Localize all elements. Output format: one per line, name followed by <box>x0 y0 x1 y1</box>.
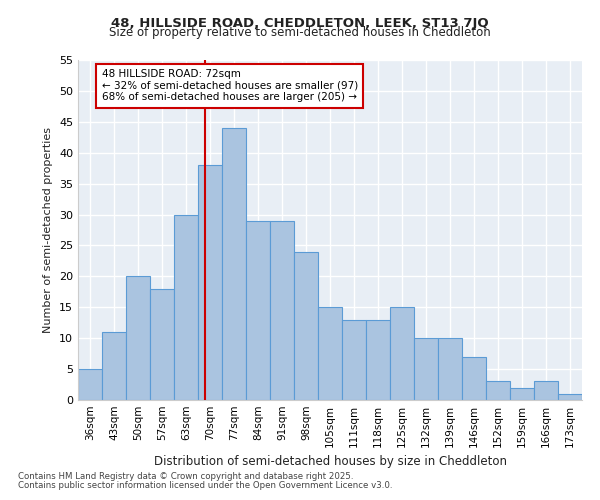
Bar <box>198 165 222 400</box>
Bar <box>150 288 174 400</box>
Bar <box>126 276 150 400</box>
X-axis label: Distribution of semi-detached houses by size in Cheddleton: Distribution of semi-detached houses by … <box>154 456 506 468</box>
Bar <box>486 382 510 400</box>
Y-axis label: Number of semi-detached properties: Number of semi-detached properties <box>43 127 53 333</box>
Bar <box>78 369 102 400</box>
Bar <box>390 308 414 400</box>
Bar <box>558 394 582 400</box>
Bar <box>534 382 558 400</box>
Bar <box>366 320 390 400</box>
Bar <box>462 356 486 400</box>
Text: Contains HM Land Registry data © Crown copyright and database right 2025.: Contains HM Land Registry data © Crown c… <box>18 472 353 481</box>
Text: Size of property relative to semi-detached houses in Cheddleton: Size of property relative to semi-detach… <box>109 26 491 39</box>
Bar <box>294 252 318 400</box>
Bar <box>102 332 126 400</box>
Bar <box>222 128 246 400</box>
Bar <box>270 220 294 400</box>
Bar <box>318 308 342 400</box>
Bar <box>510 388 534 400</box>
Bar <box>246 220 270 400</box>
Bar <box>414 338 438 400</box>
Text: Contains public sector information licensed under the Open Government Licence v3: Contains public sector information licen… <box>18 481 392 490</box>
Bar <box>174 214 198 400</box>
Text: 48, HILLSIDE ROAD, CHEDDLETON, LEEK, ST13 7JQ: 48, HILLSIDE ROAD, CHEDDLETON, LEEK, ST1… <box>111 16 489 30</box>
Bar <box>342 320 366 400</box>
Bar <box>438 338 462 400</box>
Text: 48 HILLSIDE ROAD: 72sqm
← 32% of semi-detached houses are smaller (97)
68% of se: 48 HILLSIDE ROAD: 72sqm ← 32% of semi-de… <box>101 70 358 102</box>
